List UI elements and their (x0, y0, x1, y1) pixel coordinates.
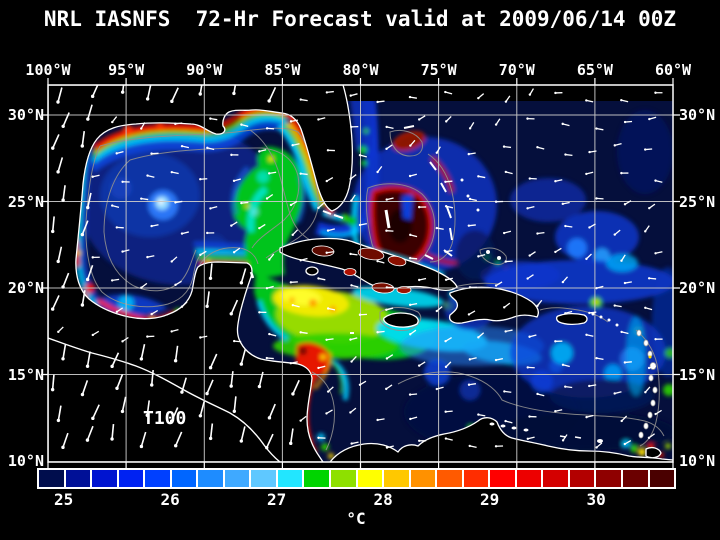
colorbar-cell (197, 469, 224, 488)
colorbar (37, 468, 676, 489)
colorbar-cell (515, 469, 543, 488)
lon-label: 85°W (264, 61, 301, 79)
lon-label: 65°W (576, 61, 613, 79)
land-hispaniola (448, 286, 539, 324)
lat-label: 30°N (679, 106, 716, 124)
colorbar-cell (542, 469, 569, 488)
colorbar-unit: °C (346, 509, 366, 528)
colorbar-cell (356, 469, 384, 488)
land-isla-juventud (305, 266, 319, 276)
colorbar-tick: 27 (266, 490, 287, 509)
no-data-band (332, 85, 673, 101)
depth-annotation: T100 (143, 408, 187, 429)
lon-label: 100°W (25, 61, 71, 79)
colorbar-cell (144, 469, 171, 488)
lat-label: 10°N (679, 452, 716, 470)
graticule (48, 85, 673, 462)
map-frame (41, 78, 680, 469)
lat-label: 20°N (679, 279, 716, 297)
colorbar-tick: 26 (160, 490, 180, 509)
colorbar-cell (38, 469, 65, 488)
colorbar-cell (223, 469, 251, 488)
colorbar-tick: 28 (373, 490, 393, 509)
lat-label: 20°N (7, 279, 44, 297)
cuba-shallow-banks (311, 245, 412, 294)
colorbar-cell (383, 469, 410, 488)
lat-label: 25°N (679, 192, 716, 211)
colorbar-cell (622, 469, 649, 488)
colorbar-cell (91, 469, 118, 488)
axis-ticks (41, 78, 680, 469)
colorbar-tick: 25 (53, 490, 74, 509)
land-trinidad (645, 446, 662, 459)
colorbar-cell (462, 469, 490, 488)
colorbar-cell (648, 469, 676, 488)
colorbar-cell (595, 469, 623, 488)
colorbar-tick: 30 (586, 490, 606, 509)
colorbar-cell (250, 469, 277, 488)
lat-label: 25°N (7, 192, 44, 211)
lon-label: 90°W (186, 61, 223, 79)
wind-vectors (50, 85, 663, 450)
land-jamaica (383, 312, 419, 328)
colorbar-cell (170, 469, 198, 488)
colorbar-cell (303, 469, 331, 488)
lon-label: 80°W (342, 61, 379, 79)
colorbar-cell (276, 469, 304, 488)
lat-label: 10°N (7, 452, 44, 470)
lon-label: 95°W (108, 61, 145, 79)
pacific-coastline (48, 337, 281, 462)
colorbar-cell (409, 469, 437, 488)
lon-label: 60°W (654, 61, 692, 79)
lat-label: 15°N (7, 365, 44, 384)
colorbar-cell (117, 469, 145, 488)
colorbar-cell (568, 469, 596, 488)
colorbar-tick: 29 (479, 490, 500, 509)
land-north-central-america (48, 85, 353, 462)
lat-label: 15°N (679, 365, 716, 384)
lon-label: 70°W (498, 61, 535, 79)
land-south-america (329, 417, 673, 462)
land-puerto-rico (555, 312, 588, 326)
colorbar-cell (330, 469, 357, 488)
colorbar-cell (489, 469, 516, 488)
colorbar-cell (64, 469, 92, 488)
lat-label: 30°N (7, 106, 44, 124)
page-title: NRL IASNFS 72-Hr Forecast valid at 2009/… (43, 7, 677, 31)
colorbar-cell (436, 469, 463, 488)
lon-label: 75°W (420, 61, 457, 79)
